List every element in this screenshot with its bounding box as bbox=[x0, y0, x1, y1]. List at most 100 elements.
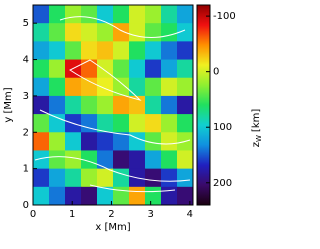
heatmap-cell bbox=[81, 41, 98, 61]
heatmap-cell bbox=[177, 41, 194, 61]
x-axis-label: x [Mm] bbox=[95, 222, 130, 233]
heatmap-cell bbox=[97, 114, 114, 133]
heatmap-cell bbox=[129, 5, 146, 24]
colorbar-tick-label: 0 bbox=[213, 67, 219, 78]
colorbar-label-z: z bbox=[251, 142, 262, 147]
x-tick-label: 1 bbox=[69, 209, 75, 220]
heatmap-cell bbox=[97, 168, 114, 188]
heatmap-cell bbox=[129, 59, 146, 79]
heatmap-cell bbox=[145, 132, 162, 151]
x-tick-label: 3 bbox=[147, 209, 153, 220]
heatmap-cell bbox=[177, 114, 194, 133]
heatmap-cell bbox=[49, 77, 66, 97]
heatmap-cell bbox=[33, 114, 50, 133]
heatmap-cell bbox=[161, 186, 178, 206]
heatmap-cell bbox=[97, 186, 114, 206]
heatmap-cell bbox=[113, 77, 130, 97]
heatmap-cell bbox=[161, 132, 178, 151]
heatmap-cell bbox=[65, 5, 82, 24]
heatmap-cell bbox=[129, 150, 146, 170]
heatmap-cell bbox=[81, 114, 98, 133]
heatmap-cell bbox=[65, 132, 82, 151]
heatmap-cell bbox=[113, 168, 130, 188]
heatmap-cell bbox=[33, 168, 50, 188]
heatmap-cell bbox=[113, 95, 130, 115]
colorbar-tick-label: -100 bbox=[213, 11, 236, 22]
heatmap-cell bbox=[81, 132, 98, 151]
heatmap-cell bbox=[145, 114, 162, 133]
colorbar bbox=[196, 4, 211, 206]
colorbar-label-unit: [km] bbox=[251, 109, 262, 132]
heatmap-cell bbox=[177, 150, 194, 170]
heatmap-cell bbox=[81, 186, 98, 206]
heatmap-cell bbox=[33, 5, 50, 24]
chart: x [Mm] y [Mm] zW [km] 0 1 2 3 4 0 1 2 3 4 5 -100 0 100… bbox=[3, 4, 263, 233]
heatmap-cell bbox=[65, 95, 82, 115]
heatmap-cell bbox=[145, 59, 162, 79]
heatmap-cell bbox=[33, 77, 50, 97]
heatmap-cell bbox=[161, 95, 178, 115]
y-tick-label: 4 bbox=[23, 55, 29, 66]
heatmap-cell bbox=[49, 59, 66, 79]
heatmap-cell bbox=[49, 132, 66, 151]
heatmap-cell bbox=[65, 150, 82, 170]
colorbar-tick-label: 100 bbox=[213, 122, 232, 133]
heatmap-cell bbox=[113, 5, 130, 24]
heatmap-cell bbox=[81, 95, 98, 115]
heatmap-cell bbox=[145, 41, 162, 61]
heatmap-cell bbox=[81, 5, 98, 24]
heatmap-cell bbox=[49, 23, 66, 42]
heatmap-cell bbox=[145, 77, 162, 97]
heatmap-cell bbox=[145, 168, 162, 188]
y-tick-label: 3 bbox=[23, 91, 29, 102]
heatmap-cell bbox=[97, 5, 114, 24]
heatmap-cell bbox=[161, 114, 178, 133]
heatmap-cell bbox=[49, 41, 66, 61]
heatmap-cell bbox=[33, 23, 50, 42]
heatmap-cell bbox=[177, 186, 194, 206]
heatmap-cell bbox=[129, 23, 146, 42]
colorbar-label: zW [km] bbox=[251, 109, 263, 148]
heatmap-cell bbox=[65, 186, 82, 206]
heatmap-cell bbox=[81, 150, 98, 170]
heatmap-cell bbox=[49, 186, 66, 206]
heatmap-cell bbox=[65, 77, 82, 97]
heatmap-cell bbox=[161, 59, 178, 79]
heatmap-cell bbox=[81, 168, 98, 188]
heatmap-cell bbox=[49, 150, 66, 170]
heatmap-cell bbox=[145, 5, 162, 24]
heatmap-cell bbox=[81, 77, 98, 97]
heatmap-cell bbox=[97, 41, 114, 61]
heatmap-cell bbox=[49, 114, 66, 133]
heatmap-cell bbox=[33, 95, 50, 115]
heatmap-cell bbox=[129, 132, 146, 151]
heatmap-cell bbox=[177, 23, 194, 42]
heatmap-cell bbox=[81, 23, 98, 42]
heatmap-cell bbox=[177, 5, 194, 24]
heatmap-cell bbox=[145, 95, 162, 115]
heatmap-cell bbox=[113, 186, 130, 206]
colorbar-label-sub: W bbox=[255, 135, 263, 142]
heatmap-cell bbox=[161, 23, 178, 42]
heatmap-cell bbox=[145, 23, 162, 42]
heatmap-cell bbox=[97, 77, 114, 97]
heatmap-cell bbox=[97, 23, 114, 42]
heatmap-cell bbox=[33, 186, 50, 206]
colorbar-tick-label: 200 bbox=[213, 178, 232, 189]
heatmap-cell bbox=[65, 23, 82, 42]
heatmap-cell bbox=[113, 114, 130, 133]
heatmap-cell bbox=[97, 132, 114, 151]
y-tick-label: 5 bbox=[23, 18, 29, 29]
heatmap-cell bbox=[97, 150, 114, 170]
heatmap-cell bbox=[113, 59, 130, 79]
y-axis-label: y [Mm] bbox=[3, 87, 14, 122]
heatmap-cell bbox=[33, 41, 50, 61]
heatmap-cell bbox=[161, 41, 178, 61]
heatmap bbox=[33, 5, 194, 206]
contours bbox=[34, 16, 191, 193]
x-tick-label: 0 bbox=[30, 209, 36, 220]
x-tick-label: 2 bbox=[108, 209, 114, 220]
heatmap-cell bbox=[81, 59, 98, 79]
heatmap-cell bbox=[113, 150, 130, 170]
heatmap-cell bbox=[65, 41, 82, 61]
